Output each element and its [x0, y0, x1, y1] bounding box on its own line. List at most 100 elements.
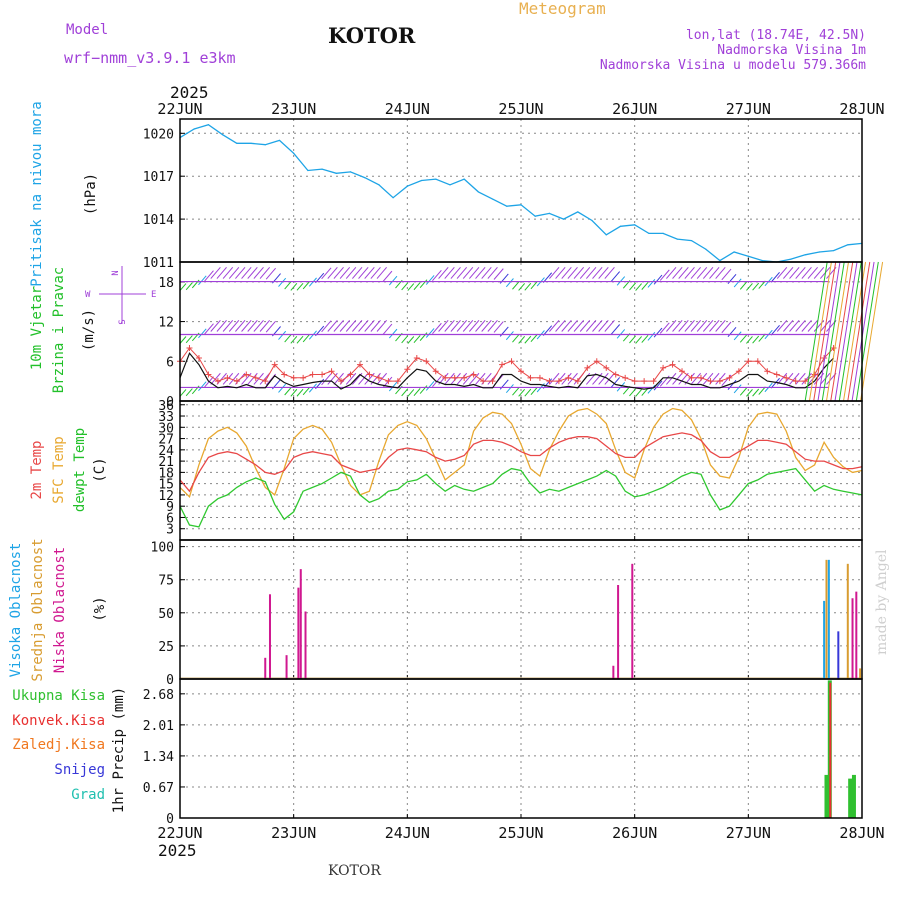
pressure-point — [761, 259, 764, 262]
wind-barb — [604, 267, 615, 279]
sfc-temp-line — [179, 407, 863, 499]
precip-bar-total — [851, 774, 856, 818]
wind-barb — [530, 386, 538, 396]
wind-gust-marker — [650, 378, 657, 385]
wind-barb — [542, 378, 553, 389]
wind-gust-marker — [338, 378, 345, 385]
pressure-point — [747, 255, 749, 257]
wind-barb — [567, 319, 578, 332]
credit-label: made by Angel — [874, 549, 890, 655]
wind-barb — [610, 377, 621, 388]
wind-barb — [789, 319, 800, 332]
cloud-ylabel-low: Niska Oblacnost — [52, 547, 68, 673]
wind-barb — [641, 387, 649, 396]
wind-barb — [290, 335, 298, 344]
cloud-bar-high — [823, 600, 826, 679]
day-label-bottom: 24JUN — [385, 824, 430, 842]
wind-gust-marker — [792, 378, 799, 385]
wind-gust-marker — [300, 374, 307, 381]
pressure-point — [420, 179, 423, 182]
wind-barb — [493, 321, 504, 333]
wind-gust-marker — [489, 378, 496, 385]
elevation-label: Nadmorska Visina 1m — [717, 43, 866, 58]
wind-barb — [684, 267, 695, 279]
wind-gust-marker — [669, 361, 676, 368]
pressure-point — [719, 259, 721, 262]
precip-legend-total: Ukupna Kisa — [12, 688, 105, 704]
y-tick-label: 12 — [158, 316, 174, 331]
temperature-panel — [179, 407, 863, 528]
year-bottom: 2025 — [158, 841, 197, 860]
y-tick-label: 1014 — [143, 213, 174, 228]
wind-barb — [468, 319, 480, 332]
meteogram-label: Meteogram — [519, 0, 606, 18]
wind-barb — [179, 283, 187, 291]
wind-barb — [235, 267, 246, 279]
temp-ylabel-dew: dewpt Temp — [72, 428, 88, 512]
wind-barb — [604, 372, 615, 385]
wind-barb — [739, 281, 748, 290]
wind-barb-late — [804, 261, 828, 402]
wind-barb-late — [825, 261, 849, 402]
cloud-panel — [180, 559, 862, 679]
cloud-bar-low — [631, 563, 634, 679]
temp-ylabel-t2: 2m Temp — [29, 440, 45, 499]
wind-barb — [721, 268, 732, 281]
wind-barb — [284, 387, 292, 396]
wind-barb — [352, 319, 363, 332]
wind-gust-marker — [366, 371, 373, 378]
wind-barb — [819, 372, 831, 385]
wind-barb — [653, 274, 663, 285]
day-label-bottom: 25JUN — [498, 824, 543, 842]
wind-barb — [432, 322, 442, 335]
pressure-point — [591, 219, 593, 222]
wind-barb — [770, 377, 780, 389]
y-tick-label: 33 — [158, 410, 174, 425]
wind-gust-marker — [555, 378, 562, 385]
wind-gust-marker — [394, 378, 401, 385]
wind-barb — [801, 267, 812, 279]
wind-barb — [265, 267, 276, 280]
wind-barb — [247, 267, 258, 279]
wind-barb — [364, 267, 375, 279]
footer-title: KOTOR — [328, 863, 381, 879]
wind-gust-marker — [470, 371, 477, 378]
wind-barb — [512, 281, 520, 290]
wind-barb — [253, 319, 264, 332]
y-tick-label: 18 — [158, 276, 174, 291]
wind-barb — [468, 372, 480, 385]
wind-gust-marker — [679, 368, 686, 375]
wind-barb — [727, 379, 737, 390]
wind-barb — [253, 267, 264, 279]
wind-barb — [549, 372, 560, 385]
wind-barb — [702, 267, 714, 279]
pressure-point — [818, 251, 820, 253]
pressure-point — [648, 232, 650, 234]
pressure-ylabel: Pritisak na nivou mora — [29, 101, 45, 286]
pressure-point — [690, 239, 693, 242]
page-title: KOTOR — [328, 23, 416, 48]
wind-gust-marker — [830, 345, 837, 352]
pressure-point — [634, 224, 636, 226]
wind-barb — [358, 372, 369, 385]
wind-barb — [462, 319, 474, 332]
wind-barb — [592, 372, 603, 385]
wind-barb — [216, 267, 227, 279]
year-top: 2025 — [170, 83, 209, 102]
wind-gust-marker — [499, 361, 506, 368]
pressure-point — [563, 218, 565, 220]
wind-barb — [327, 267, 338, 279]
cloud-bar-low — [264, 657, 267, 679]
wind-gust-marker — [281, 371, 288, 378]
wind-barb — [376, 267, 388, 279]
wind-barb — [278, 330, 287, 340]
cloud-bar-low — [855, 591, 858, 679]
y-tick-label: 18 — [158, 466, 174, 481]
wind-barb — [302, 334, 311, 343]
wind-gust-line — [179, 347, 834, 382]
wind-barb — [401, 388, 409, 397]
wind-gust-marker — [603, 364, 610, 371]
compass-rose: N W E S — [85, 266, 156, 325]
precip-legend-grad: Grad — [71, 787, 105, 803]
wind-barb — [696, 372, 708, 385]
